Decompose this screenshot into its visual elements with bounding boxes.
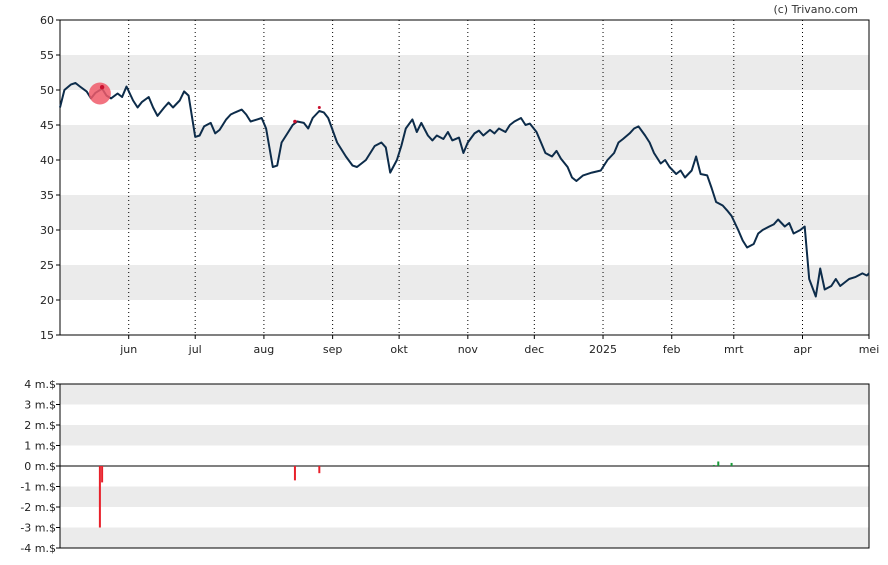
price-band: [60, 195, 869, 230]
price-y-tick-label: 60: [40, 14, 54, 27]
price-band: [60, 55, 869, 90]
price-x-tick-label: nov: [458, 343, 479, 356]
price-frame: [59, 19, 870, 336]
price-x-tick-label: jul: [188, 343, 202, 356]
price-y-tick-label: 55: [40, 49, 54, 62]
price-y-tick-label: 15: [40, 329, 54, 342]
price-y-tick-label: 40: [40, 154, 54, 167]
event-dot: [293, 119, 297, 124]
price-x-tick-label: sep: [323, 343, 342, 356]
price-y-tick-label: 20: [40, 294, 54, 307]
event-marker: [88, 82, 111, 105]
volume-bar: [101, 466, 104, 483]
price-y-tick-label: 25: [40, 259, 54, 272]
volume-y-tick-label: 4 m.$: [24, 378, 56, 391]
volume-bar: [318, 466, 321, 474]
price-x-tick-label: mrt: [724, 343, 744, 356]
volume-panel: -4 m.$ -3 m.$ -2 m.$ -1 m.$ 0 m.$ 1 m.$ 2 m.$ 3…: [20, 378, 870, 555]
volume-y-tick-label: 3 m.$: [24, 399, 56, 412]
price-band: [60, 125, 869, 160]
volume-band: [60, 527, 869, 548]
event-dot: [99, 85, 105, 90]
volume-y-tick-label: 1 m.$: [24, 440, 56, 453]
price-line: [59, 82, 870, 298]
price-y-tick-label: 45: [40, 119, 54, 132]
volume-y-tick-label: -2 m.$: [20, 501, 56, 514]
volume-y-tick-label: -4 m.$: [20, 542, 56, 555]
volume-bar: [98, 466, 101, 528]
volume-bar: [730, 462, 733, 466]
price-x-tick-label: okt: [390, 343, 408, 356]
volume-bar: [712, 464, 715, 466]
price-x-tick-label: dec: [524, 343, 544, 356]
volume-y-tick-label: -3 m.$: [20, 522, 56, 535]
price-y-tick-label: 35: [40, 189, 54, 202]
volume-bar: [717, 461, 720, 466]
volume-y-tick-label: 2 m.$: [24, 419, 56, 432]
volume-band: [60, 425, 869, 446]
event-dot: [317, 106, 321, 109]
price-x-tick-label: feb: [663, 343, 681, 356]
volume-bar: [293, 466, 296, 481]
volume-y-tick-label: 0 m.$: [24, 460, 56, 473]
price-y-tick-label: 30: [40, 224, 54, 237]
price-band: [60, 265, 869, 300]
price-x-tick-label: apr: [793, 343, 812, 356]
price-x-tick-label: mei: [859, 343, 880, 356]
price-x-tick-label: 2025: [589, 343, 617, 356]
volume-y-tick-label: -1 m.$: [20, 481, 56, 494]
price-y-tick-label: 50: [40, 84, 54, 97]
price-x-tick-label: aug: [254, 343, 275, 356]
volume-band: [60, 384, 869, 405]
volume-band: [60, 486, 869, 507]
credit-label: (c) Trivano.com: [773, 3, 858, 16]
price-x-tick-label: jun: [119, 343, 137, 356]
